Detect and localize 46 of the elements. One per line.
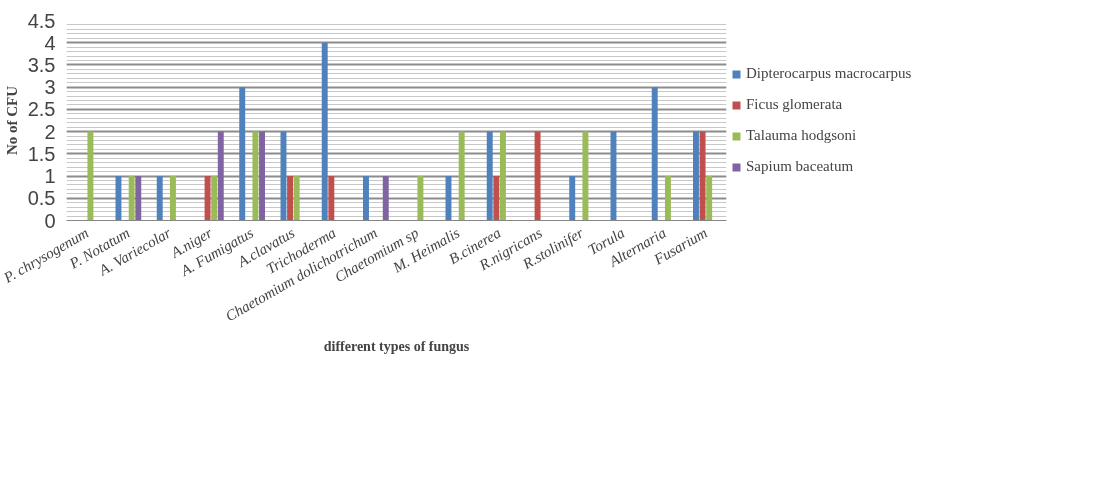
bar <box>156 176 163 221</box>
y-tick-label: 1 <box>44 165 56 188</box>
y-tick-label: 4.5 <box>27 9 56 32</box>
bar <box>699 131 706 221</box>
bar <box>664 176 671 221</box>
bar <box>693 131 699 221</box>
y-tick-label: 2.5 <box>27 98 56 121</box>
bar <box>128 176 135 221</box>
bar <box>328 176 335 221</box>
bar <box>382 176 389 221</box>
bar <box>417 176 424 221</box>
bar <box>651 87 658 221</box>
bar <box>259 131 265 221</box>
bar <box>363 176 369 221</box>
y-tick-label: 3 <box>44 76 56 99</box>
bar <box>534 131 541 221</box>
bar <box>211 176 218 221</box>
bar <box>706 176 713 221</box>
bar <box>493 176 500 221</box>
legend-label: Sapium baceatum <box>746 158 854 175</box>
bar <box>486 131 493 221</box>
y-tick-label: 3.5 <box>27 53 56 76</box>
bar <box>239 87 246 221</box>
y-axis-title: No of CFU <box>3 85 20 156</box>
legend-label: Talauma hodgsoni <box>746 127 857 144</box>
bar <box>87 131 94 221</box>
y-tick-label: 0.5 <box>27 187 56 210</box>
bar <box>287 176 294 221</box>
y-tick-label: 0 <box>44 209 56 232</box>
bar <box>252 131 259 221</box>
bar <box>135 176 142 221</box>
bar <box>204 176 211 221</box>
y-tick-label: 4 <box>44 31 56 54</box>
bar <box>169 176 176 221</box>
bar <box>321 42 328 221</box>
y-tick-label: 2 <box>44 120 56 143</box>
bar <box>569 176 576 221</box>
y-tick-label: 1.5 <box>27 142 56 165</box>
legend-label: Dipterocarpus macrocarpus <box>746 65 912 82</box>
bar <box>458 131 465 221</box>
bar <box>582 131 589 221</box>
bar <box>217 131 224 221</box>
bar <box>293 176 300 221</box>
bar <box>499 131 506 221</box>
legend-label: Ficus glomerata <box>746 96 843 113</box>
x-axis-title: different types of fungus <box>323 339 470 355</box>
